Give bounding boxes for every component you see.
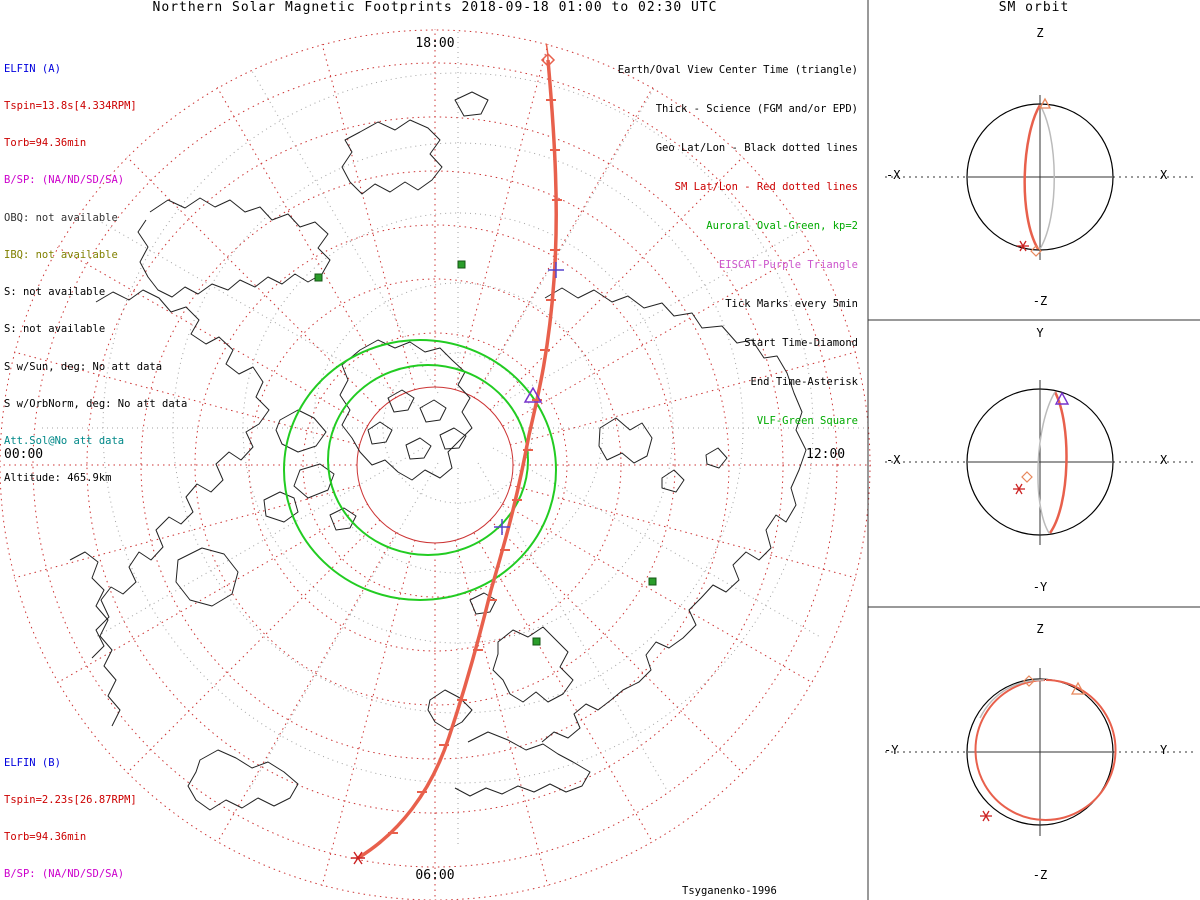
sm-orbit-title: SM orbit [998,0,1070,15]
info-line: Altitude: 465.9km [4,472,112,485]
info-line: S: not available [4,323,106,336]
credits-block: Tsyganenko-1996 Created: Sun Jan 29 08:3… [682,858,891,900]
info-line: B/SP: (NA/ND/SD/SA) [4,174,125,187]
info-line: S w/Sun, deg: No att data [4,360,163,373]
orbit2-axis-bottom: -Y [1032,580,1048,594]
track-path [357,59,558,860]
vlf-square-markers [314,260,657,646]
sm-grid [0,29,871,900]
eiscat-triangle-marker [523,386,543,403]
orbit-panel-yz [885,668,1195,836]
time-cross-markers [494,262,564,535]
legend-line: Geo Lat/Lon - Black dotted lines [655,142,858,154]
orbit2-diamond-marker [1021,471,1033,483]
orbit2-triangle-marker [1054,391,1070,405]
orbit2-asterisk-marker [1013,483,1025,495]
mlt-label-06: 06:00 [415,868,455,883]
info-line: Tspin=2.23s[26.87RPM] [4,794,137,807]
orbit3-diamond-marker [1023,675,1035,687]
map-legend: Earth/Oval View Center Time (triangle) T… [618,38,858,441]
orbit3-axis-right: Y [1160,743,1168,757]
coastlines [69,91,807,811]
main-map [0,29,871,900]
info-line: IBQ: not available [4,248,118,261]
legend-line: VLF-Green Square [756,415,858,427]
legend-line: EISCAT-Purple Triangle [718,259,858,271]
legend-line: Thick - Science (FGM and/or EPD) [655,103,858,115]
auroral-oval [283,339,557,601]
end-asterisk-marker [351,851,365,865]
info-line: S w/OrbNorm, deg: No att data [4,397,188,410]
orbit1-axis-right: X [1160,168,1168,182]
orbit1-triangle-marker [1038,97,1052,109]
orbit1-axis-left: -X [886,168,901,182]
orbit3-axis-left: -Y [884,743,899,757]
info-line: ELFIN (A) [4,62,61,75]
info-line: OBQ: not available [4,211,118,224]
panel-borders [867,0,1200,900]
orbit3-triangle-marker [1070,681,1086,695]
info-line: Torb=94.36min [4,137,87,150]
geo-grid [38,29,871,848]
info-line: ELFIN (B) [4,756,61,769]
legend-line: Auroral Oval-Green, kp=2 [706,220,858,232]
info-line: Att.Sol@No att data [4,435,125,447]
orbit3-axis-top: Z [1036,622,1044,636]
orbit1-asterisk-marker [1017,240,1029,252]
start-diamond-marker [540,52,556,68]
info-line: Tspin=13.8s[4.334RPM] [4,100,137,113]
info-line: B/SP: (NA/ND/SD/SA) [4,868,125,881]
info-line: Torb=94.36min [4,831,87,844]
orbit-panel-xz [885,95,1195,260]
elfin-b-info: ELFIN (B) Tspin=2.23s[26.87RPM] Torb=94.… [4,732,187,900]
legend-line: Tick Marks every 5min [725,298,858,310]
mlt-label-12: 12:00 [806,447,846,462]
orbit2-axis-top: Y [1036,326,1044,340]
track-ticks [388,99,562,834]
orbit1-diamond-marker [1030,245,1042,257]
mlt-label-00: 00:00 [4,447,44,462]
legend-line: Earth/Oval View Center Time (triangle) [617,64,858,76]
orbit3-axis-bottom: -Z [1032,868,1048,882]
legend-line: SM Lat/Lon - Red dotted lines [674,181,858,193]
legend-line: Start Time-Diamond [744,337,858,349]
orbit2-axis-right: X [1160,453,1168,467]
model-credit: Tsyganenko-1996 [682,885,777,897]
footprint-track [351,37,564,865]
orbit1-axis-top: Z [1036,26,1044,40]
mlt-label-18: 18:00 [415,36,455,51]
main-title: Northern Solar Magnetic Footprints 2018-… [152,0,718,15]
orbit1-axis-bottom: -Z [1032,294,1048,308]
orbit3-asterisk-marker [980,810,992,822]
elfin-a-info: ELFIN (A) Tspin=13.8s[4.334RPM] Torb=94.… [4,38,187,497]
info-line: S: not available [4,286,106,299]
orbit-panel-xy [885,380,1195,545]
orbit2-axis-left: -X [886,453,901,467]
legend-line: End Time-Asterisk [750,376,858,388]
